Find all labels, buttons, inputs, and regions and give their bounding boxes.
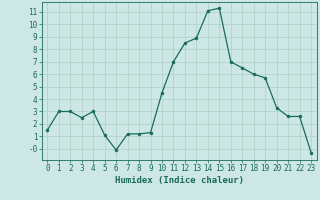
X-axis label: Humidex (Indice chaleur): Humidex (Indice chaleur) — [115, 176, 244, 185]
